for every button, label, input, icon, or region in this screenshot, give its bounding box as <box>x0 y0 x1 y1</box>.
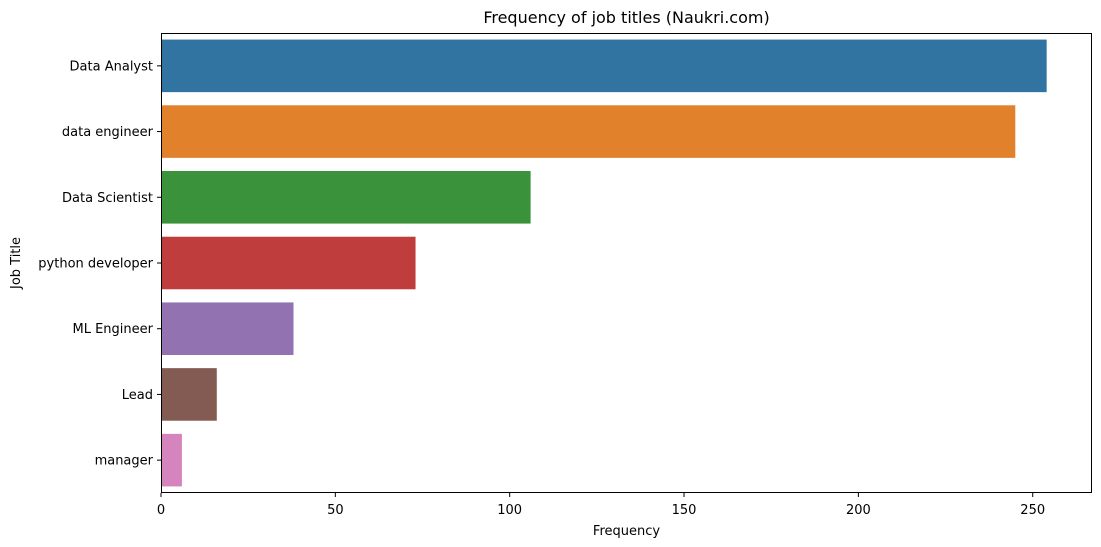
x-tick-label: 0 <box>157 503 165 518</box>
bar-data-scientist <box>161 171 531 224</box>
x-tick-label: 100 <box>497 503 522 518</box>
y-tick-label: python developer <box>38 257 153 272</box>
x-tick-label: 200 <box>846 503 871 518</box>
x-tick-label: 250 <box>1020 503 1045 518</box>
bar-manager <box>161 433 182 487</box>
y-tick-labels: Data Analyst data engineer Data Scientist p… <box>38 59 161 469</box>
y-tick-label: ML Engineer <box>73 322 154 337</box>
y-tick-label: manager <box>95 454 154 469</box>
y-tick-label: Lead <box>122 388 153 403</box>
x-axis-label: Frequency <box>593 524 660 539</box>
bar-python-developer <box>161 236 416 290</box>
bar-ml-engineer <box>161 302 294 355</box>
plot-frame <box>161 33 1092 493</box>
y-tick-label: data engineer <box>62 125 154 140</box>
bar-data-analyst <box>161 39 1047 93</box>
x-tick-label: 150 <box>672 503 697 518</box>
bars-group <box>161 39 1047 487</box>
y-tick-label: Data Analyst <box>70 59 153 74</box>
y-axis-label: Job Title <box>9 237 24 290</box>
y-tick-label: Data Scientist <box>62 191 153 206</box>
x-axis-ticks: 0 50 100 150 200 250 <box>157 493 1045 518</box>
x-tick-label: 50 <box>327 503 344 518</box>
chart-title: Frequency of job titles (Naukri.com) <box>483 8 769 27</box>
bar-lead <box>161 368 217 421</box>
bar-data-engineer <box>161 105 1016 158</box>
